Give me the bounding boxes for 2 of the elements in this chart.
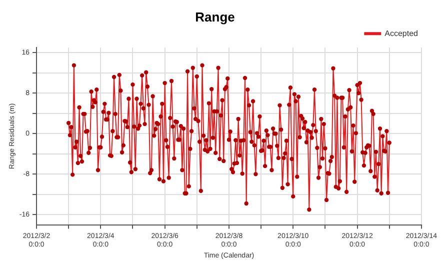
legend-label: Accepted [384, 28, 418, 38]
chart-title: Range [195, 9, 235, 24]
